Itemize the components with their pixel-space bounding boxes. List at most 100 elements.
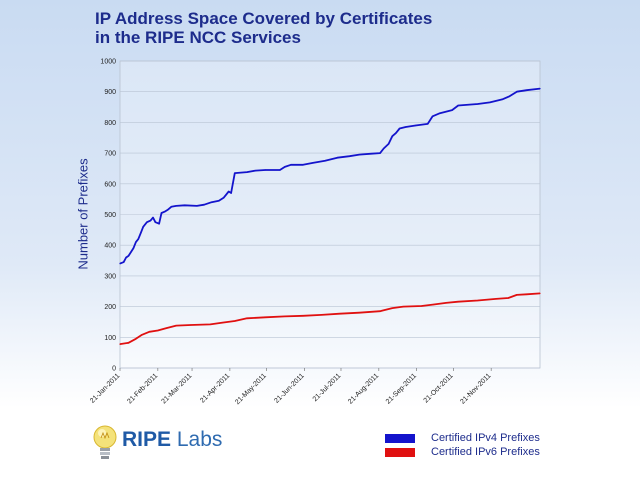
data-point-ipv4: [439, 112, 441, 114]
data-point-ipv4: [516, 91, 518, 93]
data-point-ipv4: [196, 205, 198, 207]
data-point-ipv4: [457, 104, 459, 107]
data-point-ipv4: [175, 205, 177, 207]
data-point-ipv6: [477, 299, 479, 302]
data-point-ipv6: [445, 302, 447, 304]
data-point-ipv4: [358, 154, 360, 156]
data-point-ipv6: [157, 329, 159, 332]
data-point-ipv4: [405, 126, 407, 128]
data-point-ipv4: [395, 132, 397, 134]
ripe-labs-logo: [93, 425, 117, 459]
data-point-ipv4: [152, 217, 154, 219]
data-point-ipv4: [427, 123, 429, 125]
data-point-ipv4: [508, 95, 511, 97]
data-point-ipv6: [190, 324, 192, 326]
data-point-ipv6: [507, 297, 509, 299]
data-point-ipv4: [127, 255, 130, 257]
x-tick-label: 21-Jan-2011: [89, 372, 121, 404]
data-point-ipv6: [135, 338, 137, 340]
data-point-ipv4: [203, 204, 205, 206]
chart-title-line-1: IP Address Space Covered by Certificates: [95, 9, 433, 28]
data-point-ipv4: [160, 212, 163, 214]
data-point-ipv6: [539, 292, 541, 294]
legend-label-ipv6: Certified IPv6 Prefixes: [431, 446, 540, 458]
data-point-ipv6: [302, 315, 304, 317]
data-point-ipv4: [254, 170, 257, 172]
logo-suffix: Labs: [176, 428, 223, 451]
x-tick-label: 21-Aug-2011: [347, 372, 380, 405]
data-point-ipv4: [149, 220, 152, 222]
data-point-ipv4: [348, 155, 351, 157]
data-point-ipv4: [539, 88, 541, 90]
data-point-ipv6: [457, 301, 459, 303]
data-point-ipv6: [119, 343, 121, 345]
data-point-ipv4: [170, 206, 172, 208]
data-point-ipv6: [391, 307, 393, 309]
data-point-ipv4: [142, 226, 144, 228]
y-tick-label: 800: [104, 120, 116, 127]
data-point-ipv4: [489, 101, 491, 103]
data-point-ipv4: [284, 166, 286, 168]
data-point-ipv4: [290, 164, 292, 166]
data-point-ipv6: [358, 312, 360, 314]
data-point-ipv4: [370, 153, 373, 155]
data-point-ipv4: [137, 238, 139, 240]
data-point-ipv6: [209, 323, 211, 325]
data-point-ipv4: [228, 190, 230, 193]
x-tick-label: 21-Nov-2011: [459, 372, 492, 405]
x-tick-label: 21-Mar-2011: [161, 372, 194, 405]
data-point-ipv4: [184, 204, 186, 206]
data-point-ipv4: [223, 197, 225, 199]
data-point-ipv4: [264, 169, 266, 171]
x-tick-label: 21-Apr-2011: [199, 372, 231, 404]
y-tick-label: 700: [104, 151, 116, 158]
data-point-ipv4: [312, 162, 314, 164]
lightbulb-icon: [93, 425, 117, 459]
data-point-ipv4: [230, 192, 232, 194]
logo-brand: RIPE: [122, 428, 172, 451]
chart-title-line-2: in the RIPE NCC Services: [95, 28, 301, 47]
data-point-ipv4: [379, 152, 381, 154]
data-point-ipv4: [432, 115, 434, 117]
logo-text: RIPE Labs: [122, 428, 222, 452]
data-point-ipv6: [246, 317, 248, 319]
data-point-ipv6: [264, 316, 266, 318]
data-point-ipv4: [140, 232, 142, 234]
x-tick-label: 21-Sep-2011: [385, 372, 418, 405]
data-point-ipv4: [218, 200, 220, 202]
data-point-ipv6: [141, 334, 143, 336]
x-tick-label: 21-Jul-2011: [312, 372, 343, 403]
legend-swatch-ipv6: [385, 447, 415, 457]
y-tick-label: 600: [104, 181, 116, 188]
data-point-ipv6: [433, 303, 435, 306]
data-point-ipv6: [421, 305, 423, 307]
data-point-ipv4: [211, 201, 213, 203]
data-point-ipv4: [167, 209, 169, 211]
y-tick-label: 1000: [100, 59, 116, 66]
data-point-ipv4: [391, 135, 393, 137]
y-tick-label: 100: [104, 335, 116, 342]
data-point-ipv4: [279, 169, 281, 171]
data-point-ipv6: [234, 320, 236, 322]
data-point-ipv4: [119, 263, 121, 265]
data-point-ipv4: [383, 147, 385, 150]
data-point-ipv6: [148, 331, 150, 333]
data-point-ipv4: [399, 127, 401, 130]
data-point-ipv6: [339, 313, 341, 315]
data-point-ipv6: [516, 294, 518, 296]
series-line-ipv6: [119, 292, 541, 345]
data-point-ipv4: [526, 89, 528, 91]
data-point-ipv4: [414, 124, 417, 127]
data-point-ipv4: [123, 261, 125, 263]
data-point-ipv6: [495, 298, 497, 300]
data-point-ipv4: [164, 210, 166, 212]
chart-legend: Certified IPv4 Prefixes Certified IPv6 P…: [385, 431, 540, 459]
data-point-ipv4: [154, 221, 156, 223]
data-point-ipv4: [388, 143, 390, 145]
data-point-ipv6: [127, 342, 130, 344]
data-point-ipv4: [302, 164, 304, 166]
data-point-ipv6: [222, 322, 224, 324]
data-point-ipv6: [175, 325, 177, 327]
data-point-ipv6: [284, 315, 286, 317]
